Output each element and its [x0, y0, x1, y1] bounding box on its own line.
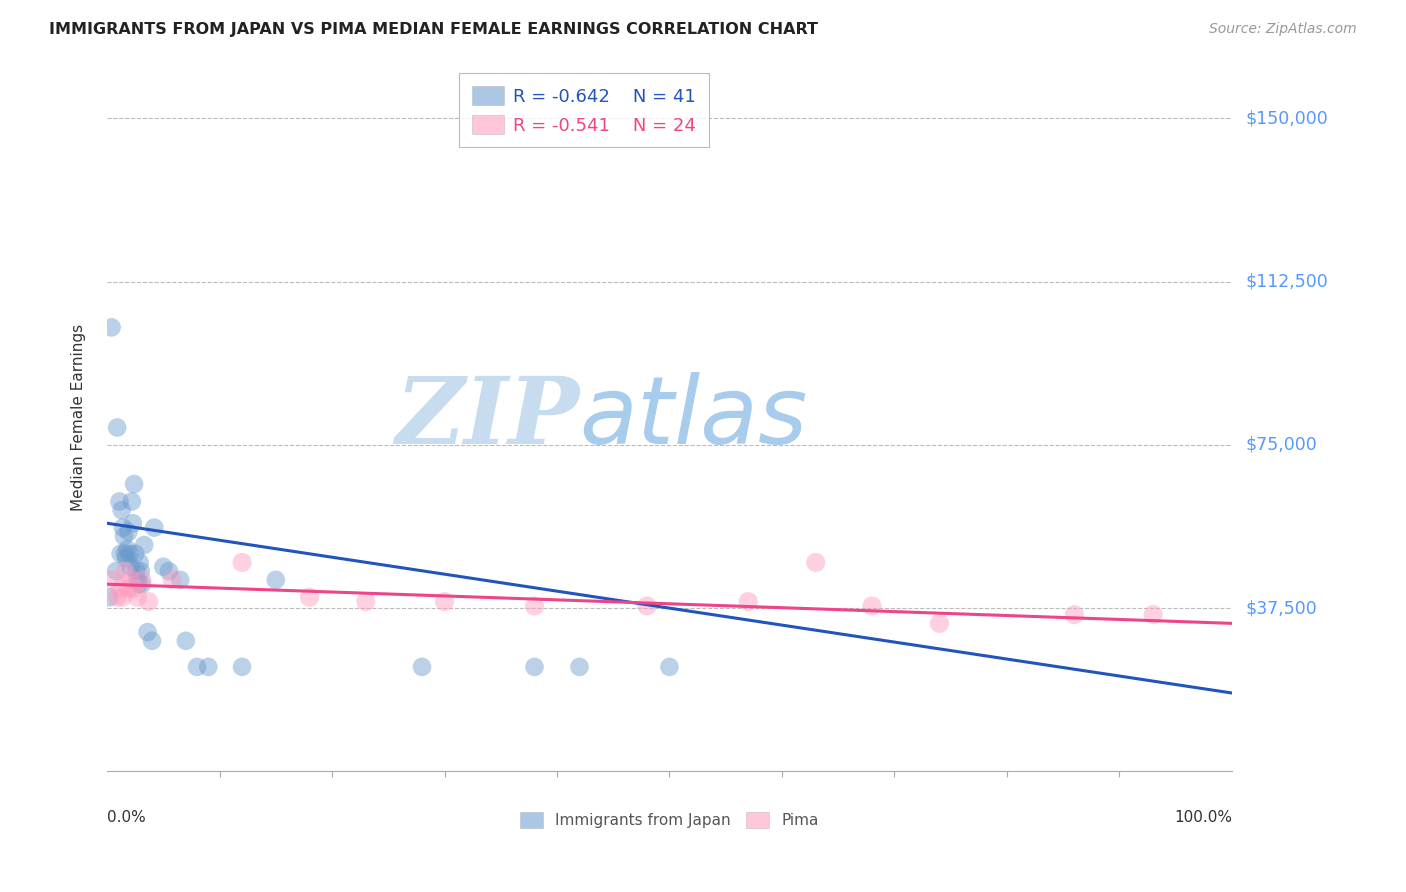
Point [110, 547, 132, 561]
Point [114, 547, 136, 561]
Point [110, 582, 132, 596]
Text: 100.0%: 100.0% [1174, 810, 1232, 825]
Point [128, 577, 150, 591]
Point [111, 520, 134, 534]
Point [124, 547, 146, 561]
Point [131, 573, 153, 587]
Point [169, 573, 191, 587]
Point [105, 591, 128, 605]
Point [568, 660, 591, 674]
Text: 0.0%: 0.0% [107, 810, 146, 825]
Text: ZIP: ZIP [395, 373, 579, 463]
Point [127, 573, 149, 587]
Point [121, 494, 143, 508]
Point [129, 564, 152, 578]
Point [197, 660, 219, 674]
Point [134, 538, 156, 552]
Text: $75,000: $75,000 [1246, 436, 1317, 454]
Point [523, 660, 546, 674]
Point [152, 559, 174, 574]
Text: $112,500: $112,500 [1246, 273, 1329, 291]
Point [100, 573, 122, 587]
Point [186, 660, 208, 674]
Point [143, 520, 166, 534]
Point [928, 616, 950, 631]
Point [136, 625, 159, 640]
Point [354, 594, 377, 608]
Point [231, 660, 253, 674]
Point [804, 556, 827, 570]
Text: IMMIGRANTS FROM JAPAN VS PIMA MEDIAN FEMALE EARNINGS CORRELATION CHART: IMMIGRANTS FROM JAPAN VS PIMA MEDIAN FEM… [49, 22, 818, 37]
Point [157, 564, 180, 578]
Point [411, 660, 433, 674]
Point [131, 577, 153, 591]
Point [120, 573, 142, 587]
Point [1063, 607, 1085, 622]
Point [111, 503, 134, 517]
Point [298, 591, 321, 605]
Point [111, 591, 134, 605]
Point [117, 542, 139, 557]
Point [122, 516, 145, 531]
Point [1142, 607, 1164, 622]
Text: $37,500: $37,500 [1246, 599, 1317, 617]
Point [112, 529, 135, 543]
Point [118, 547, 141, 561]
Point [117, 582, 139, 596]
Point [105, 564, 128, 578]
Point [127, 591, 149, 605]
Point [231, 556, 253, 570]
Point [98, 591, 121, 605]
Text: $150,000: $150,000 [1246, 110, 1329, 128]
Point [141, 633, 163, 648]
Point [264, 573, 287, 587]
Point [174, 633, 197, 648]
Point [114, 564, 136, 578]
Point [117, 524, 139, 539]
Point [100, 320, 122, 334]
Point [128, 556, 150, 570]
Point [115, 551, 138, 566]
Legend: Immigrants from Japan, Pima: Immigrants from Japan, Pima [515, 806, 825, 834]
Y-axis label: Median Female Earnings: Median Female Earnings [72, 324, 86, 511]
Text: Source: ZipAtlas.com: Source: ZipAtlas.com [1209, 22, 1357, 37]
Point [433, 594, 456, 608]
Point [737, 594, 759, 608]
Text: atlas: atlas [579, 372, 808, 463]
Point [105, 420, 128, 434]
Point [138, 594, 160, 608]
Point [125, 564, 148, 578]
Point [122, 477, 145, 491]
Point [658, 660, 681, 674]
Point [523, 599, 546, 613]
Point [122, 582, 145, 596]
Point [860, 599, 883, 613]
Point [636, 599, 658, 613]
Point [120, 559, 142, 574]
Point [108, 494, 131, 508]
Point [162, 573, 184, 587]
